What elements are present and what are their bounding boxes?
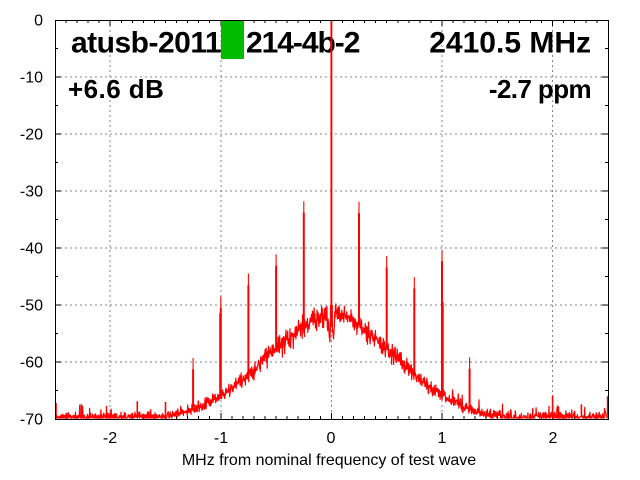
svg-text:2: 2 (549, 430, 558, 447)
svg-text:MHz from nominal frequency of: MHz from nominal frequency of test wave (182, 452, 476, 469)
svg-text:atusb-2011: atusb-2011 (71, 27, 221, 60)
svg-text:-60: -60 (20, 355, 43, 372)
svg-text:-1: -1 (214, 430, 228, 447)
svg-text:-2: -2 (103, 430, 117, 447)
svg-text:-30: -30 (20, 184, 43, 201)
svg-text:2410.5 MHz: 2410.5 MHz (429, 27, 591, 60)
svg-text:+6.6 dB: +6.6 dB (68, 74, 164, 104)
svg-text:-10: -10 (20, 70, 43, 87)
svg-text:0: 0 (327, 430, 336, 447)
svg-text:214-4b-2: 214-4b-2 (246, 27, 360, 60)
svg-text:-70: -70 (20, 412, 43, 429)
svg-text:1: 1 (438, 430, 447, 447)
svg-text:-20: -20 (20, 127, 43, 144)
svg-text:0: 0 (34, 13, 43, 30)
svg-text:-50: -50 (20, 298, 43, 315)
svg-text:-40: -40 (20, 241, 43, 258)
svg-text:-2.7 ppm: -2.7 ppm (489, 74, 591, 104)
